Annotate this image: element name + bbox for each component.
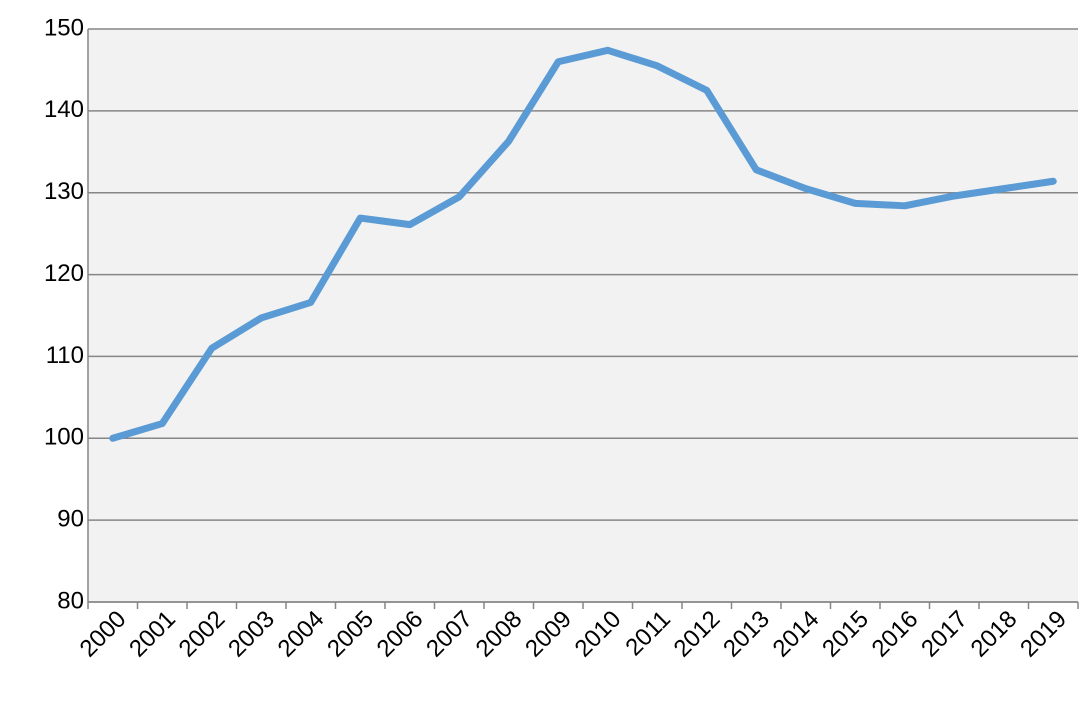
y-tick-label: 140	[44, 96, 84, 123]
x-tick-label: 2007	[421, 606, 478, 663]
data-line	[109, 46, 1057, 442]
y-tick-label: 80	[57, 587, 84, 614]
x-tick-label: 2011	[620, 606, 676, 662]
x-tick-label: 2001	[124, 606, 181, 663]
x-tick-label: 2003	[223, 606, 280, 663]
x-tick-label: 2012	[669, 606, 726, 663]
x-tick-label: 2002	[174, 606, 231, 663]
x-tick-label: 2009	[520, 606, 577, 663]
x-tick-label: 2013	[718, 606, 775, 663]
x-tick-label: 2017	[916, 606, 973, 663]
x-tick-label: 2004	[273, 606, 330, 663]
x-tick-label: 2005	[322, 606, 379, 663]
y-tick-label: 90	[57, 505, 84, 532]
y-tick-label: 130	[44, 178, 84, 205]
x-tick-label: 2008	[471, 606, 528, 663]
x-tick-label: 2015	[817, 606, 874, 663]
y-tick-label: 150	[44, 14, 84, 41]
y-tick-label: 120	[44, 260, 84, 287]
x-tick-label: 2006	[372, 606, 429, 663]
plot-area	[88, 29, 1078, 602]
x-tick-label: 2018	[966, 606, 1023, 663]
x-tick-label: 2014	[768, 606, 825, 663]
y-tick-label: 110	[46, 342, 84, 369]
x-tick-label: 2016	[867, 606, 924, 663]
x-tick-label: 2019	[1015, 606, 1072, 663]
y-tick-label: 100	[44, 424, 84, 451]
x-tick-label: 2010	[570, 606, 627, 663]
